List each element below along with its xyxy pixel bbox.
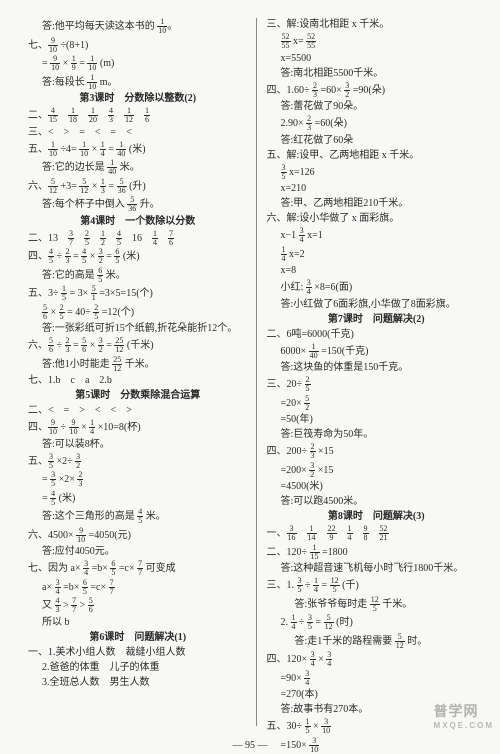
text-line: 四、45 ÷ 23 = 45 × 32 = 65 (米) [28,248,248,265]
text-line: =20× 52 [267,395,487,412]
text-line: 六、512 +3= 512 × 13 = 536 (升) [28,178,248,195]
text-line: 二、415 118 120 43 112 16 [28,107,248,124]
text-line: 二、6吨=6000(千克) [267,328,487,342]
text-line: 二、< = > < < > [28,404,248,418]
text-line: =90× 34 [267,670,487,687]
text-line: 三、< > = < = < [28,126,248,140]
text-line: 五、解:设甲、乙两地相距 x 千米。 [267,149,487,163]
text-line: 答:他1小时能走 2512 千米。 [28,356,248,373]
text-line: x=8 [267,264,487,278]
text-line: x=5500 [267,52,487,66]
text-line: 答:应付4050元。 [28,545,248,559]
text-line: 2.爸爸的体重 儿子的体重 [28,661,248,675]
text-line: 一、316 114 229 14 98 5221 [267,525,487,542]
text-line: 答:南北相距5500千米。 [267,67,487,81]
right-column: 三、解:设南北相距 x 千米。5255 x= 5255 x=5500答:南北相距5… [256,18,487,726]
text-line: 答:它的边长是 140 米。 [28,159,248,176]
text-line: 答:可以装8杯。 [28,438,248,452]
text-line: 答:蕾花做了90朵。 [267,100,487,114]
text-line: 6000× 140 =150(千克) [267,343,487,360]
text-line: =200× 32 ×15 [267,462,487,479]
watermark-sub: MXQE.COM [434,721,494,730]
page-container: 答:他平均每天读这本书的 110。七、910 ÷(8+1)= 910 × 19 … [0,0,500,736]
text-line: x=210 [267,182,487,196]
text-line: 七、1.b c a 2.b [28,374,248,388]
text-line: 3.全班总人数 男生人数 [28,676,248,690]
text-line: 第4课时 一个数除以分数 [28,215,248,229]
text-line: =4500(米) [267,480,487,494]
text-line: 三、1. 35 ÷ 14 = 125 (千) [267,577,487,594]
text-line: 56 × 25 = 40÷ 25 =12(个) [28,304,248,321]
text-line: 答:甲、乙两地相距210千米。 [267,197,487,211]
text-line: 所以 b [28,616,248,630]
text-line: 答:这块鱼的体重是150千克。 [267,361,487,375]
text-line: 答:小红做了6面彩旗,小华做了8面彩旗。 [267,298,487,312]
text-line: = 910 × 19 = 110 (m) [28,55,248,72]
text-line: 答:他平均每天读这本书的 110。 [28,18,248,35]
watermark-main: 普学网 [434,703,479,719]
text-line: 答:张爷爷每时走 125 千米。 [267,596,487,613]
text-line: 5255 x= 5255 [267,33,487,50]
text-line: 第6课时 问题解决(1) [28,631,248,645]
text-line: 五、110 ÷4= 110 × 14 = 140 (米) [28,141,248,158]
text-line: 答:这个三角形的高是 45 米。 [28,508,248,525]
text-line: 七、910 ÷(8+1) [28,37,248,54]
text-line: 答:巨筏寿命为50年。 [267,428,487,442]
text-line: 六、4500× 910 =4050(元) [28,527,248,544]
text-line: 2.90× 23 =60(朵) [267,115,487,132]
text-line: 14 x=2 [267,246,487,263]
watermark: 普学网 MXQE.COM [434,701,494,730]
text-line: 答:它的高是 65 米。 [28,267,248,284]
text-line: 答:每段长 110 m。 [28,74,248,91]
text-line: = 35 ×2× 23 [28,471,248,488]
text-line: 第8课时 问题解决(3) [267,510,487,524]
text-line: 一、1.美术小组人数 裁缝小组人数 [28,646,248,660]
text-line: 答:可以跑4500米。 [267,495,487,509]
text-line: 四、1.60÷ 23 =60× 32 =90(朵) [267,82,487,99]
text-line: =50(年) [267,413,487,427]
text-line: 五、35 ×2÷ 32 [28,453,248,470]
text-line: 三、解:设南北相距 x 千米。 [267,18,487,32]
left-column: 答:他平均每天读这本书的 110。七、910 ÷(8+1)= 910 × 19 … [28,18,256,726]
text-line: 三、20÷ 25 [267,376,487,393]
text-line: =270(本) [267,688,487,702]
text-line: 七、因为 a× 34 =b× 65 =c× 77 可变成 [28,560,248,577]
text-line: 二、120÷ 115 =1800 [267,544,487,561]
text-line: 五、3÷ 15 = 3× 51 =3×5=15(个) [28,285,248,302]
text-line: 答:每个杯子中倒入 536 升。 [28,196,248,213]
text-line: 六、56 ÷ 23 = 56 × 32 = 2512 (千米) [28,337,248,354]
text-line: 答:这种超音速飞机每小时飞行1800千米。 [267,562,487,576]
text-line: 2. 14 ÷ 35 = 512 (时) [267,614,487,631]
text-line: =150× 310 [267,737,487,754]
text-line: a× 34 =b× 65 =c× 77 [28,579,248,596]
text-line: = 45 (米) [28,490,248,507]
text-line: 第7课时 问题解决(2) [267,313,487,327]
text-line: 第5课时 分数乘除混合运算 [28,389,248,403]
text-line: 六、解:设小华做了 x 面彩旗。 [267,212,487,226]
text-line: 小红: 34 ×8=6(面) [267,279,487,296]
text-line: 答:一张彩纸可折15个纸鹤,折花朵能折12个。 [28,322,248,336]
text-line: 答:红花做了60朵 [267,134,487,148]
text-line: 35 x=126 [267,164,487,181]
text-line: x−1 34 x=1 [267,227,487,244]
text-line: 四、910 ÷ 910 × 14 ×10=8(杯) [28,419,248,436]
text-line: 二、13 37 25 12 45 16 14 76 [28,230,248,247]
text-line: 四、200÷ 23 ×15 [267,443,487,460]
text-line: 答:走1千米的路程需要 512 时。 [267,633,487,650]
text-line: 又 43 > 77 > 56 [28,597,248,614]
text-line: 四、120× 34 × 34 [267,651,487,668]
text-line: 第3课时 分数除以整数(2) [28,92,248,106]
